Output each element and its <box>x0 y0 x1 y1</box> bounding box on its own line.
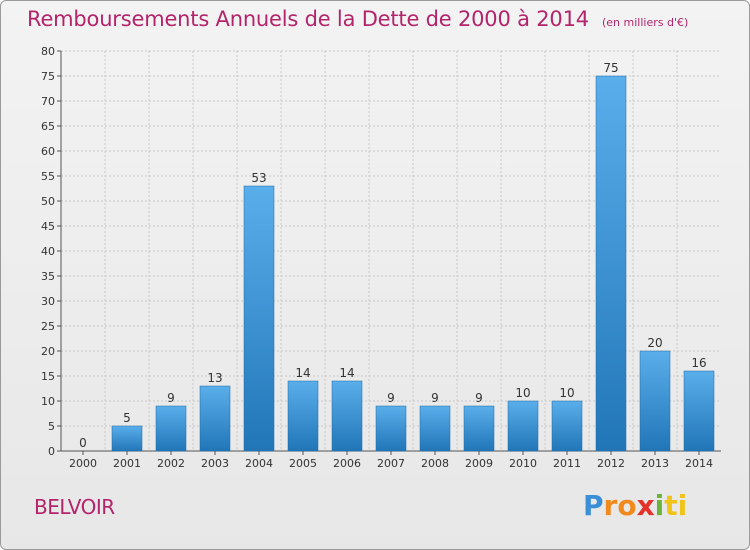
data-label: 9 <box>387 391 395 405</box>
y-tick-label: 35 <box>41 270 55 283</box>
labels: 0 5 9 13 53 14 14 9 9 9 10 10 75 20 16 <box>79 61 706 450</box>
data-label: 9 <box>431 391 439 405</box>
x-tick-label: 2007 <box>377 457 405 470</box>
data-label: 10 <box>559 386 574 400</box>
y-tick-label: 45 <box>41 220 55 233</box>
x-tick-label: 2002 <box>157 457 185 470</box>
logo-part: P <box>583 489 604 522</box>
chart-title: Remboursements Annuels de la Dette de 20… <box>27 7 589 31</box>
y-tick-label: 15 <box>41 370 55 383</box>
bar <box>595 75 627 452</box>
data-label: 10 <box>515 386 530 400</box>
grid-lines <box>61 50 721 451</box>
data-label: 14 <box>339 366 354 380</box>
y-tick-label: 20 <box>41 345 55 358</box>
data-label: 0 <box>79 436 87 450</box>
data-label: 9 <box>475 391 483 405</box>
bar <box>155 405 187 452</box>
proxiti-logo: Proxiti <box>583 489 687 522</box>
bar <box>287 380 319 452</box>
data-label: 75 <box>603 61 618 75</box>
place-name: BELVOIR <box>34 495 115 519</box>
chart-header: Remboursements Annuels de la Dette de 20… <box>27 7 688 31</box>
y-tick-label: 60 <box>41 145 55 158</box>
y-tick-label: 0 <box>48 445 55 458</box>
y-tick-label: 65 <box>41 120 55 133</box>
data-label: 5 <box>123 411 131 425</box>
x-tick-label: 2006 <box>333 457 361 470</box>
bar <box>111 425 143 452</box>
data-label: 9 <box>167 391 175 405</box>
chart-unit: (en milliers d'€) <box>602 16 689 29</box>
y-tick-label: 50 <box>41 195 55 208</box>
x-tick-label: 2008 <box>421 457 449 470</box>
bar <box>507 400 539 452</box>
y-tick-label: 70 <box>41 95 55 108</box>
y-tick-label: 40 <box>41 245 55 258</box>
data-label: 53 <box>251 171 266 185</box>
y-tick-label: 25 <box>41 320 55 333</box>
x-tick-label: 2013 <box>641 457 669 470</box>
bar <box>463 405 495 452</box>
x-tick-label: 2014 <box>685 457 713 470</box>
x-tick-label: 2000 <box>69 457 97 470</box>
x-tick-label: 2009 <box>465 457 493 470</box>
x-tick-label: 2012 <box>597 457 625 470</box>
logo-part: x <box>636 489 655 522</box>
data-label: 16 <box>691 356 706 370</box>
logo-part: ro <box>603 489 637 522</box>
x-tick-label: 2011 <box>553 457 581 470</box>
bar <box>331 380 363 452</box>
y-tick-label: 10 <box>41 395 55 408</box>
y-tick-label: 5 <box>48 420 55 433</box>
logo-part: ti <box>664 489 688 522</box>
x-tick-label: 2005 <box>289 457 317 470</box>
data-label: 14 <box>295 366 310 380</box>
x-tick-label: 2003 <box>201 457 229 470</box>
y-tick-label: 55 <box>41 170 55 183</box>
y-tick-label: 30 <box>41 295 55 308</box>
data-label: 13 <box>207 371 222 385</box>
bar <box>375 405 407 452</box>
bars <box>111 75 715 452</box>
bar <box>243 185 275 452</box>
y-tick-label: 75 <box>41 70 55 83</box>
data-label: 20 <box>647 336 662 350</box>
bar <box>683 370 715 452</box>
x-tick-label: 2001 <box>113 457 141 470</box>
bar <box>639 350 671 452</box>
x-tick-label: 2004 <box>245 457 273 470</box>
logo-part: i <box>654 489 665 522</box>
bar <box>551 400 583 452</box>
bar <box>419 405 451 452</box>
y-tick-label: 80 <box>41 45 55 58</box>
bar <box>199 385 231 452</box>
x-tick-label: 2010 <box>509 457 537 470</box>
